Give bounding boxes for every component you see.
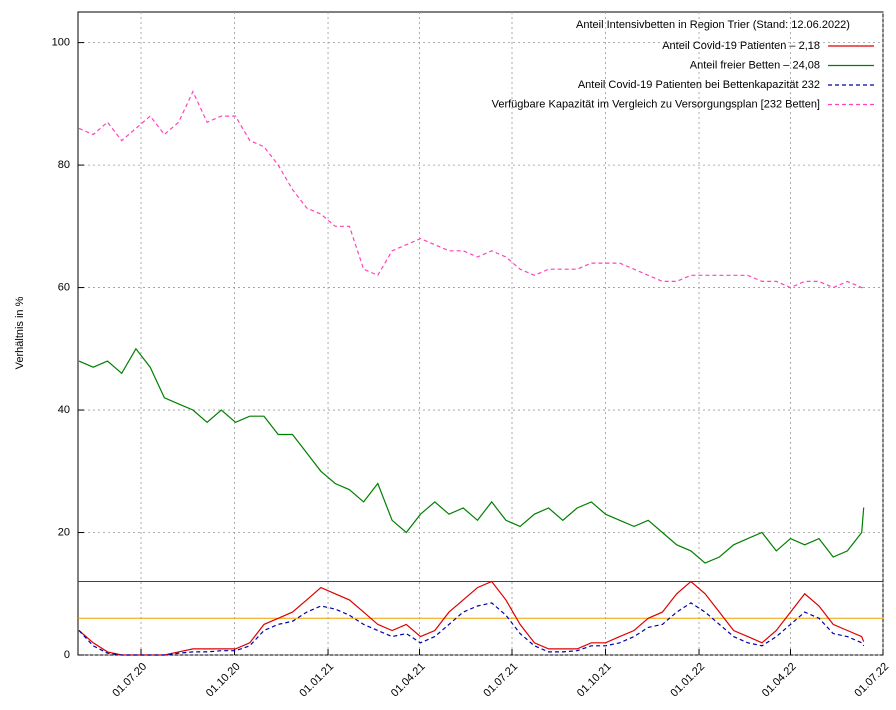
legend-label: Anteil freier Betten – 24,08 — [690, 59, 820, 71]
legend-title: Anteil Intensivbetten in Region Trier (S… — [576, 19, 850, 31]
series-line — [78, 602, 865, 656]
x-tick-label: 01.04.21 — [389, 661, 428, 700]
y-tick-label: 40 — [58, 404, 70, 416]
y-tick-label: 100 — [52, 37, 70, 49]
series-line — [78, 347, 865, 564]
series-line — [78, 580, 865, 656]
series-line — [78, 90, 864, 289]
legend-label: Anteil Covid-19 Patienten – 2,18 — [662, 40, 820, 52]
y-tick-label: 20 — [58, 526, 70, 538]
x-tick-label: 01.10.21 — [575, 661, 614, 700]
x-tick-label: 01.04.22 — [760, 661, 799, 700]
x-tick-label: 01.01.21 — [297, 661, 336, 700]
x-tick-label: 01.01.22 — [668, 661, 707, 700]
x-tick-label: 01.07.21 — [481, 661, 520, 700]
y-tick-label: 80 — [58, 159, 70, 171]
x-tick-label: 01.07.22 — [852, 661, 891, 700]
y-tick-label: 60 — [58, 281, 70, 293]
x-tick-label: 01.07.20 — [110, 661, 149, 700]
legend-label: Anteil Covid-19 Patienten bei Bettenkapa… — [578, 79, 820, 91]
y-axis-label: Verhältnis in % — [14, 296, 26, 369]
x-tick-label: 01.10.20 — [204, 661, 243, 700]
legend-label: Verfügbare Kapazität im Vergleich zu Ver… — [492, 98, 820, 110]
y-tick-label: 0 — [64, 649, 70, 661]
